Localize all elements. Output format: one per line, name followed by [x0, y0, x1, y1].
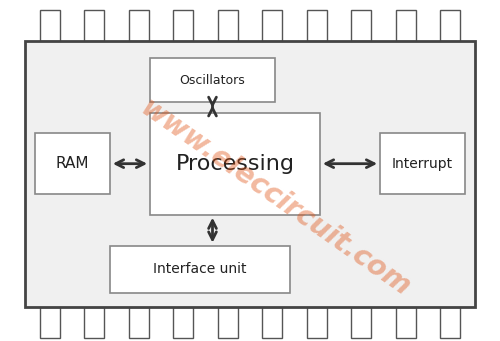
Bar — [440, 10, 460, 41]
Bar — [440, 307, 460, 338]
Bar — [351, 307, 371, 338]
Bar — [396, 307, 415, 338]
Bar — [84, 307, 104, 338]
Bar — [129, 10, 149, 41]
Bar — [150, 113, 320, 215]
Bar — [110, 246, 290, 293]
Bar — [262, 10, 282, 41]
Bar — [40, 307, 60, 338]
Bar — [84, 10, 104, 41]
Bar — [174, 307, 194, 338]
Bar — [40, 10, 60, 41]
Bar — [218, 10, 238, 41]
Text: Processing: Processing — [176, 154, 294, 174]
Bar — [25, 41, 475, 307]
Bar — [351, 10, 371, 41]
Bar — [262, 307, 282, 338]
Bar — [396, 10, 415, 41]
Text: RAM: RAM — [56, 156, 90, 171]
Text: www.eleccircuit.com: www.eleccircuit.com — [134, 94, 416, 302]
Text: Interrupt: Interrupt — [392, 157, 453, 171]
Bar — [380, 133, 465, 194]
Bar — [129, 307, 149, 338]
Text: Oscillators: Oscillators — [180, 74, 246, 87]
Bar — [150, 58, 275, 102]
Bar — [35, 133, 110, 194]
Bar — [174, 10, 194, 41]
Bar — [218, 307, 238, 338]
Bar — [306, 10, 326, 41]
Bar — [306, 307, 326, 338]
Text: Interface unit: Interface unit — [153, 262, 247, 277]
